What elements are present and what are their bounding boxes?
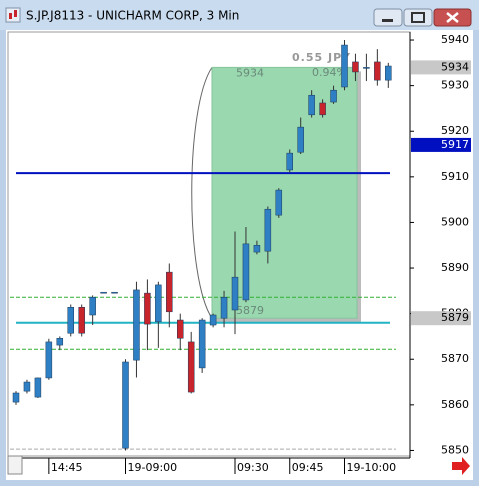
candle-body <box>374 61 381 81</box>
candle-body <box>89 296 96 316</box>
candle-body <box>363 67 370 69</box>
candle-body <box>231 276 239 311</box>
candle-body <box>177 319 184 339</box>
range-change: 0.55 JPY <box>292 51 351 64</box>
candle-body <box>198 319 206 369</box>
range-top-label: 5934 <box>236 66 264 79</box>
scroll-right-arrow[interactable] <box>452 457 470 475</box>
candle-body <box>100 291 107 294</box>
candle-body <box>155 284 162 323</box>
x-tick-label: 19-09:00 <box>128 461 178 474</box>
x-tick-label: 14:45 <box>51 461 83 474</box>
candle-body <box>297 126 304 153</box>
maximize-button[interactable] <box>403 8 433 27</box>
candle-body <box>242 243 250 301</box>
y-tick-label: 5870 <box>441 352 469 365</box>
close-glyph <box>446 12 459 23</box>
app-icon <box>5 7 21 23</box>
x-tick-label: 09:45 <box>292 461 324 474</box>
app-icon-bar <box>14 10 17 17</box>
window-title: S.JP.J8113 - UNICHARM CORP, 3 Min <box>26 9 239 23</box>
candle-body <box>275 189 283 216</box>
y-tick-label: 5910 <box>441 170 469 183</box>
candle-body <box>12 392 20 403</box>
candle-body <box>253 244 261 253</box>
price-label: 5917 <box>441 138 469 151</box>
scroll-thumb[interactable] <box>7 455 23 475</box>
maximize-glyph <box>411 12 425 23</box>
candle-body <box>144 292 151 325</box>
candle-body <box>341 44 348 88</box>
candle-body <box>45 341 53 379</box>
minimize-button[interactable] <box>373 8 403 27</box>
app-icon-bar <box>9 13 12 19</box>
y-tick-label: 5930 <box>441 79 469 92</box>
candle-body <box>264 208 272 252</box>
price-label: 5879 <box>441 311 469 324</box>
y-tick-label: 5890 <box>441 261 469 274</box>
y-tick-label: 5900 <box>441 215 469 228</box>
candle-body <box>34 377 42 398</box>
candle-body <box>352 61 359 73</box>
range-percent: 0.94% <box>312 66 347 79</box>
candle-body <box>133 289 140 361</box>
price-label-box <box>411 311 471 326</box>
candle-body <box>209 314 217 326</box>
price-label: 5934 <box>441 60 469 73</box>
x-tick-label: 19-10:00 <box>347 461 397 474</box>
minimize-glyph <box>382 19 393 22</box>
candle-body <box>319 102 326 116</box>
candle-body <box>330 89 337 103</box>
candle-body <box>286 152 293 171</box>
candle-body <box>111 291 118 294</box>
range-box <box>211 66 358 319</box>
price-label-box <box>411 60 471 75</box>
candle-body <box>67 307 74 334</box>
candle-body <box>122 361 129 449</box>
candle-body <box>385 65 392 81</box>
y-tick-label: 5920 <box>441 124 469 137</box>
price-label-box <box>411 137 471 152</box>
x-tick-label: 09:30 <box>237 461 269 474</box>
candle-body <box>220 296 228 319</box>
plot-layer: 5934 5879 0.55 JPY 0.94% <box>10 40 396 451</box>
y-tick-label: 5940 <box>441 33 469 46</box>
y-tick-label: 5860 <box>441 398 469 411</box>
candle-body <box>187 341 195 393</box>
candle-body <box>78 307 85 334</box>
candle-body <box>23 381 31 392</box>
candle-body <box>308 94 315 116</box>
candle-body <box>56 338 64 346</box>
range-bottom-label: 5879 <box>236 304 264 317</box>
candle-body <box>166 271 173 313</box>
y-tick-label: 5850 <box>441 443 469 456</box>
